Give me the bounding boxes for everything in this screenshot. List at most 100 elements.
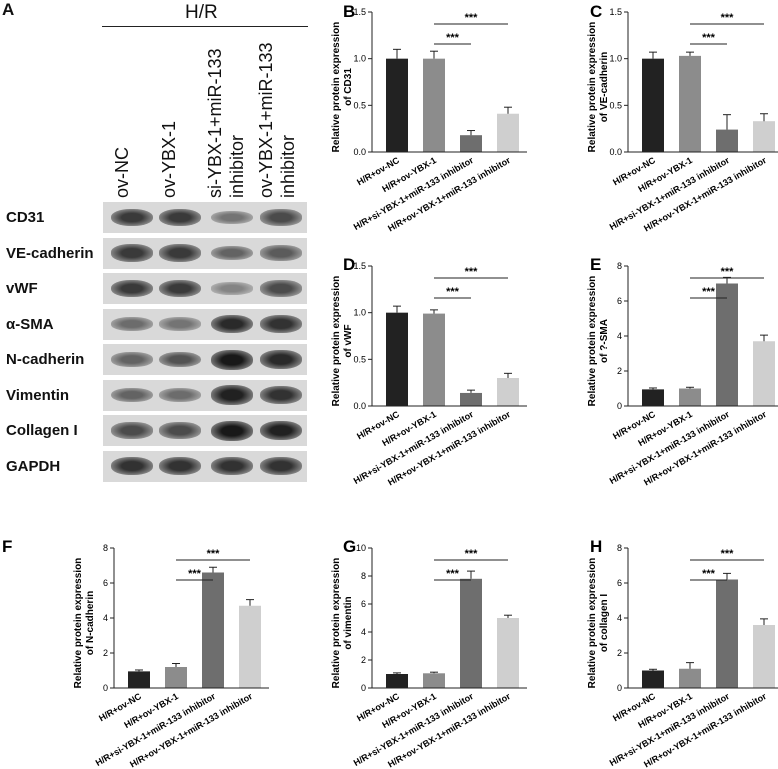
y-tick-label: 2	[617, 648, 622, 658]
y-axis-label: Relative protein expression	[587, 276, 598, 407]
bar	[642, 389, 664, 406]
y-tick-label: 0	[617, 683, 622, 693]
blot-band	[260, 456, 302, 476]
y-tick-label: 0.0	[353, 147, 366, 157]
significance-label: ***	[446, 568, 460, 580]
blot-band	[111, 244, 153, 262]
y-tick-label: 0	[361, 683, 366, 693]
y-tick-label: 2	[361, 655, 366, 665]
blot-band	[159, 208, 201, 227]
blot-band	[211, 420, 253, 441]
blot-strip	[103, 379, 307, 411]
blot-row-label: α-SMA	[6, 315, 54, 333]
bar	[679, 55, 701, 152]
blot-strip	[103, 237, 307, 269]
bar	[642, 670, 664, 688]
y-tick-label: 4	[361, 627, 366, 637]
y-axis-label: Relative protein expression	[73, 558, 84, 689]
y-tick-label: 0.5	[609, 100, 622, 110]
bar	[497, 113, 519, 152]
y-axis-label: Relative protein expression	[331, 22, 342, 153]
y-axis-label: of vWF	[343, 324, 354, 357]
significance-label: ***	[446, 32, 460, 44]
bar	[460, 578, 482, 688]
blot-row-label: GAPDH	[6, 457, 61, 475]
y-tick-label: 4	[617, 331, 622, 341]
y-tick-label: 6	[103, 578, 108, 588]
bar	[128, 671, 150, 688]
bar	[423, 673, 445, 688]
bar	[386, 312, 408, 406]
y-tick-label: 1.5	[353, 261, 366, 271]
blot-strip	[103, 308, 307, 340]
blot-band	[260, 420, 302, 441]
blot-strip	[103, 202, 307, 233]
significance-label: ***	[446, 286, 460, 298]
blot-band	[260, 385, 302, 405]
y-tick-label: 0.5	[353, 354, 366, 364]
y-tick-label: 0.0	[609, 147, 622, 157]
blot-band	[159, 351, 201, 368]
y-axis-label: of VE-cadherin	[599, 52, 610, 123]
bar	[423, 313, 445, 406]
y-tick-label: 1.5	[609, 7, 622, 17]
bar	[679, 668, 701, 688]
y-tick-label: 1.0	[609, 54, 622, 64]
significance-label: ***	[465, 266, 479, 278]
y-axis-label: of CD31	[343, 68, 354, 106]
blot-strip	[103, 344, 307, 375]
panel-label: H	[590, 537, 602, 556]
y-tick-label: 2	[103, 648, 108, 658]
blot-band	[260, 314, 302, 334]
bar	[716, 129, 738, 152]
bar	[202, 572, 224, 688]
blot-row-label: CD31	[6, 209, 45, 226]
bar	[716, 579, 738, 688]
y-axis-label: Relative protein expression	[587, 22, 598, 153]
bar	[679, 388, 701, 406]
bar	[386, 674, 408, 688]
blot-band	[211, 349, 253, 370]
y-axis-label: Relative protein expression	[587, 558, 598, 689]
y-tick-label: 0	[103, 683, 108, 693]
blot-row-label: VE-cadherin	[6, 244, 94, 262]
y-tick-label: 4	[103, 613, 108, 623]
panel-label: C	[590, 2, 602, 21]
panel-label: E	[590, 255, 601, 274]
blot-band	[159, 244, 201, 262]
y-tick-label: 4	[617, 613, 622, 623]
blot-group-label: H/R	[185, 2, 218, 23]
y-tick-label: 10	[356, 543, 366, 553]
y-tick-label: 6	[617, 578, 622, 588]
blot-band	[111, 352, 153, 367]
y-axis-label: of vimentin	[343, 596, 354, 649]
blot-band	[211, 282, 253, 295]
y-tick-label: 8	[103, 543, 108, 553]
y-axis-label: of collagen I	[599, 594, 610, 653]
blot-band	[111, 422, 153, 439]
significance-label: ***	[721, 266, 735, 278]
bar	[753, 341, 775, 406]
panel-label: B	[343, 2, 355, 21]
blot-band	[211, 456, 253, 476]
bar	[497, 618, 519, 688]
significance-label: ***	[721, 12, 735, 24]
y-tick-label: 0	[617, 401, 622, 411]
significance-label: ***	[702, 32, 716, 44]
bar	[753, 121, 775, 152]
blot-strip	[103, 273, 307, 304]
bar	[753, 625, 775, 688]
bar	[460, 135, 482, 152]
panel-label: G	[343, 537, 356, 556]
significance-label: ***	[188, 568, 202, 580]
blot-row-label: N-cadherin	[6, 351, 85, 368]
bar	[460, 392, 482, 406]
blot-band	[211, 245, 253, 261]
y-tick-label: 1.5	[353, 7, 366, 17]
bar	[642, 58, 664, 152]
bar	[716, 283, 738, 406]
significance-label: ***	[207, 548, 221, 560]
blot-band	[159, 456, 201, 476]
blot-strip	[103, 450, 307, 482]
